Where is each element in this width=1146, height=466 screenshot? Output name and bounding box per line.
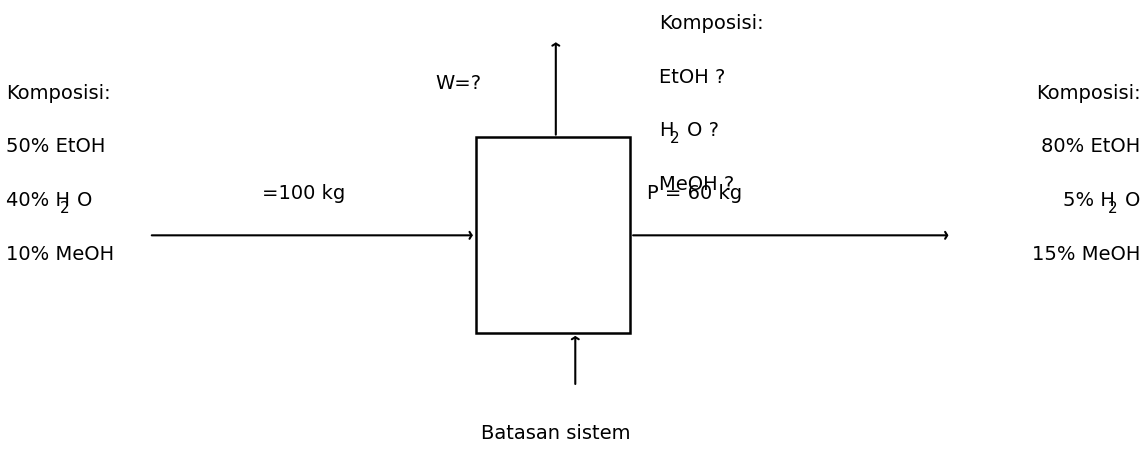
- Text: 5% H: 5% H: [1063, 191, 1115, 210]
- Text: H: H: [659, 121, 674, 140]
- Text: O: O: [1125, 191, 1140, 210]
- Text: P = 60 kg: P = 60 kg: [647, 184, 743, 203]
- Text: 15% MeOH: 15% MeOH: [1031, 245, 1140, 264]
- Text: Batasan sistem: Batasan sistem: [481, 424, 630, 443]
- Text: O ?: O ?: [688, 121, 720, 140]
- Text: MeOH ?: MeOH ?: [659, 175, 735, 194]
- Text: Komposisi:: Komposisi:: [1036, 84, 1140, 103]
- Text: 2: 2: [1108, 201, 1117, 216]
- Text: 40% H: 40% H: [6, 191, 70, 210]
- Text: O: O: [78, 191, 93, 210]
- Text: =100 kg: =100 kg: [262, 184, 345, 203]
- Text: Komposisi:: Komposisi:: [659, 14, 763, 33]
- Text: EtOH ?: EtOH ?: [659, 68, 725, 87]
- Bar: [476, 137, 630, 333]
- Text: 2: 2: [670, 131, 680, 146]
- Text: W=?: W=?: [435, 74, 481, 93]
- Text: 2: 2: [60, 201, 70, 216]
- Text: 10% MeOH: 10% MeOH: [6, 245, 113, 264]
- Text: 50% EtOH: 50% EtOH: [6, 137, 105, 157]
- Text: Komposisi:: Komposisi:: [6, 84, 110, 103]
- Text: 80% EtOH: 80% EtOH: [1041, 137, 1140, 157]
